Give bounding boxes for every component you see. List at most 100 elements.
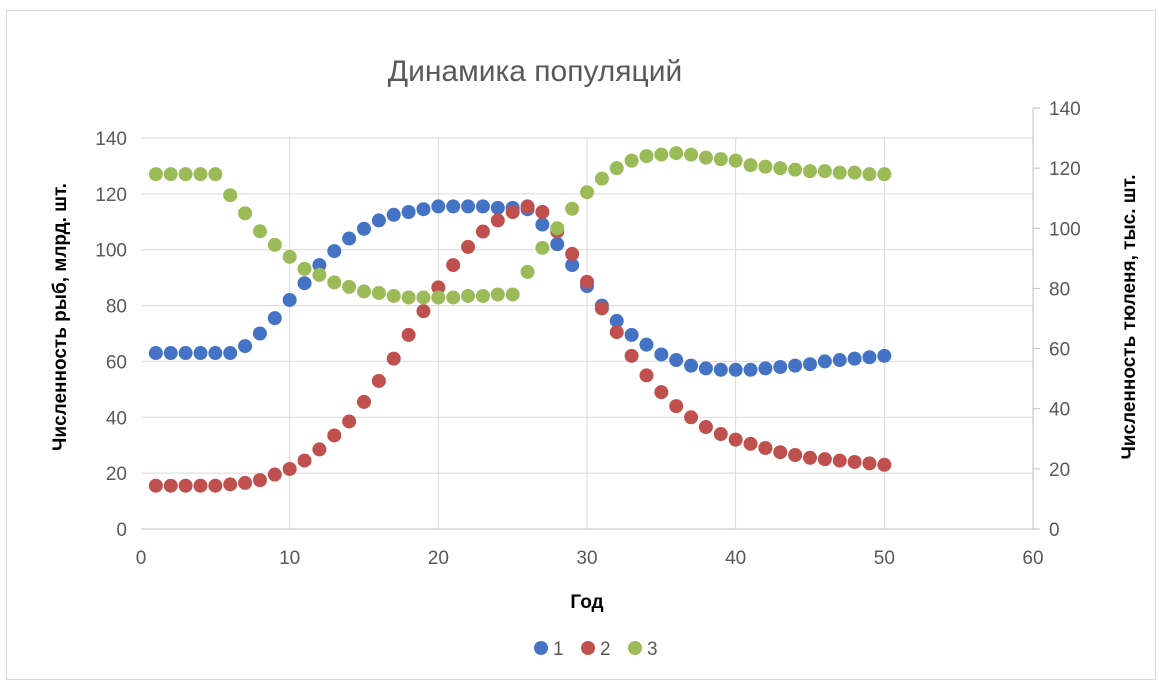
series-3-point [550,221,565,236]
series-3-point [490,287,505,302]
series-1-point [238,339,253,354]
series-1-point [654,347,669,362]
series-3-point [431,290,446,305]
series-1-point [817,354,832,369]
series-3-point [624,153,639,168]
series-2-point [565,246,580,261]
legend-label-3: 3 [647,639,658,660]
x-tick-label: 10 [279,548,300,569]
series-1-point [832,353,847,368]
y-left-tick-label: 80 [106,297,127,318]
series-3-point [580,185,594,200]
series-2-point [684,410,699,425]
series-3-point [461,288,476,303]
series-3-point [416,290,431,305]
series-3-point [327,275,342,290]
series-2-point [698,420,713,435]
series-3-point [193,167,208,182]
y-right-tick-label: 20 [1049,460,1070,481]
legend-marker-2 [581,641,595,655]
series-2-point [832,453,847,468]
series-3-point [371,285,386,300]
axes [141,107,1040,530]
series-1-point [193,346,208,361]
series-3-point [208,167,223,182]
series-2-point [847,454,862,469]
series-1-point [327,244,342,259]
y-left-tick-label: 140 [95,129,127,150]
y-right-tick-label: 120 [1049,159,1081,180]
series-3-point [877,167,892,182]
series-1-point [535,217,550,232]
data-points [148,146,892,493]
series-3-point [475,288,490,303]
series-3-point [357,284,371,299]
series-2-point [609,325,624,340]
series-2-point [148,478,163,493]
series-2-point [743,436,758,451]
series-2-point [312,442,327,457]
series-3-point [862,167,877,182]
series-1-point [386,207,401,222]
series-1-point [728,362,743,377]
x-tick-label: 40 [725,548,746,569]
series-2-point [193,478,208,493]
series-3-point [252,224,267,239]
series-2-point [669,399,684,414]
tick-labels: 0 20 40 60 80 100 120 140 0 10 20 30 40 50 60 0 20 40 60 80… [95,99,1080,569]
series-3-point [639,149,654,164]
series-2-point [624,348,639,363]
series-1-point [446,199,461,214]
x-tick-label: 50 [874,548,895,569]
series-3-point [609,161,624,176]
series-2-point [803,450,817,465]
series-1-point [267,311,282,326]
series-1-point [401,205,416,220]
series-1-point [282,292,297,307]
series-3-point [817,164,832,179]
series-2-point [371,373,386,388]
series-1-point [312,258,327,273]
series-1-point [743,362,758,377]
series-2-point [342,414,357,429]
legend-marker-1 [534,641,548,655]
series-3-point [342,279,357,294]
series-3-point [669,146,684,161]
series-3-point [386,288,401,303]
series-2-point [713,427,728,442]
series-1-point [698,361,713,376]
series-3-point [728,153,743,168]
series-2-point [386,351,401,366]
series-1-point [416,202,431,217]
series-2-point [520,199,535,214]
y-right-tick-label: 60 [1049,340,1070,361]
series-2-point [773,445,788,460]
series-3-point [743,158,758,173]
series-1-point [862,350,877,365]
series-1-point [847,351,862,366]
series-2-point [252,473,267,488]
series-2-point [639,368,654,383]
series-2-point [357,394,371,409]
series-1-point [297,276,312,291]
series-3-point [773,161,788,176]
series-1-point [550,237,565,252]
y-left-tick-label: 40 [106,408,127,429]
series-3-point [565,201,580,216]
series-3-point [713,152,728,167]
series-1-point [163,346,178,361]
series-1-point [208,346,223,361]
series-1-point [461,199,476,214]
y-left-tick-label: 120 [95,185,127,206]
legend-marker-3 [628,641,642,655]
series-1-point [684,358,699,373]
series-1-point [475,199,490,214]
series-2-point [862,456,877,471]
series-1-point [431,199,446,214]
series-3-point [758,159,773,174]
series-3-point [654,147,669,162]
x-tick-label: 30 [576,548,597,569]
series-2-point [327,428,342,443]
series-1-point [624,327,639,342]
series-3-point [312,267,327,282]
